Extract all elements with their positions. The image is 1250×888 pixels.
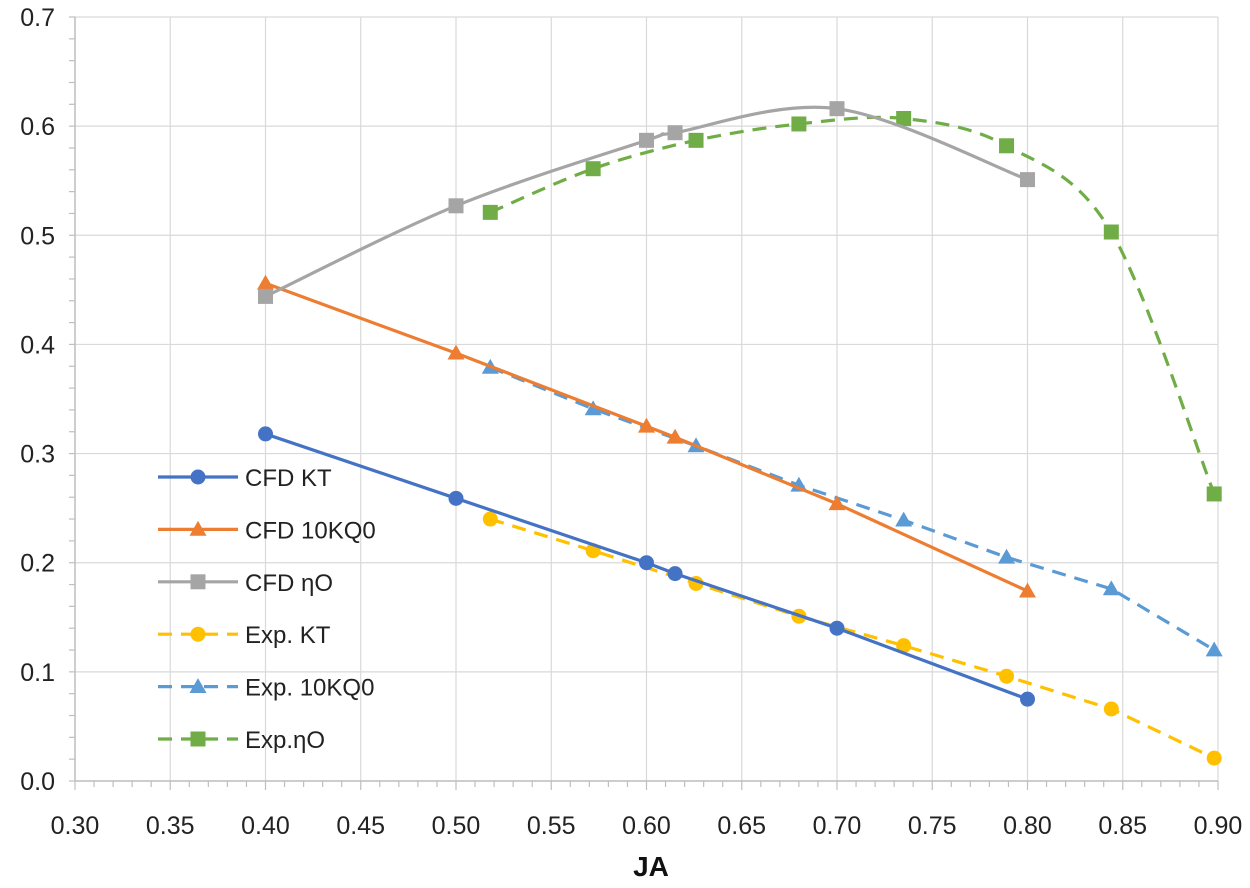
series-line bbox=[264, 432, 1029, 701]
x-tick-label: 0.80 bbox=[1003, 812, 1052, 840]
series-cfd-o bbox=[258, 101, 1035, 304]
data-point bbox=[1020, 172, 1035, 188]
x-tick-label: 0.90 bbox=[1194, 812, 1243, 840]
data-point bbox=[1102, 580, 1120, 596]
x-tick-label: 0.60 bbox=[622, 812, 671, 840]
data-point bbox=[585, 161, 601, 177]
legend-label: CFD ηO bbox=[245, 570, 333, 597]
data-point bbox=[584, 400, 602, 416]
y-tick-label: 0.3 bbox=[20, 441, 55, 469]
data-point bbox=[896, 111, 912, 127]
legend-label: CFD KT bbox=[245, 465, 332, 492]
data-point bbox=[482, 511, 498, 527]
legend-marker bbox=[190, 469, 206, 485]
data-point bbox=[258, 426, 273, 442]
data-point bbox=[1205, 641, 1223, 657]
data-point bbox=[639, 132, 654, 148]
data-point bbox=[1206, 486, 1222, 502]
x-tick-label: 0.35 bbox=[146, 812, 195, 840]
data-point bbox=[667, 566, 683, 582]
x-tick-label: 0.45 bbox=[336, 812, 385, 840]
data-point bbox=[667, 125, 683, 141]
data-point bbox=[829, 101, 845, 117]
data-point bbox=[447, 344, 465, 360]
y-tick-label: 0.7 bbox=[20, 4, 55, 32]
data-point bbox=[638, 417, 655, 433]
data-point bbox=[829, 620, 845, 636]
data-point bbox=[1206, 750, 1222, 766]
y-tick-label: 0.5 bbox=[20, 222, 55, 250]
x-tick-label: 0.65 bbox=[717, 812, 766, 840]
x-axis-title: JA bbox=[633, 851, 669, 882]
gridlines bbox=[74, 16, 1219, 782]
data-point bbox=[688, 132, 704, 148]
series-line bbox=[489, 517, 1215, 760]
x-tick-label: 0.55 bbox=[527, 812, 576, 840]
x-tick-label: 0.50 bbox=[432, 812, 481, 840]
legend-entry: Exp.ηO bbox=[158, 727, 325, 754]
data-point bbox=[1019, 582, 1036, 598]
series-cfd-10kq0 bbox=[257, 274, 1036, 598]
y-tick-label: 0.1 bbox=[20, 659, 55, 687]
legend-marker bbox=[189, 520, 207, 536]
legend-marker bbox=[190, 626, 206, 642]
series-line bbox=[489, 115, 1216, 495]
data-point bbox=[1103, 224, 1119, 240]
legend-label: Exp.ηO bbox=[245, 727, 325, 754]
series-exp-o bbox=[482, 111, 1222, 502]
legend: CFD KT CFD 10KQ0 CFD ηO Exp. KT Exp. 10KQ0 Ex… bbox=[145, 452, 435, 767]
data-point bbox=[998, 548, 1016, 564]
data-point bbox=[1020, 691, 1035, 707]
data-point bbox=[639, 555, 654, 571]
data-point bbox=[257, 274, 274, 290]
series-line bbox=[264, 105, 1029, 298]
data-point bbox=[258, 288, 273, 304]
data-point bbox=[666, 428, 684, 444]
data-point bbox=[448, 490, 464, 506]
axes: 0.30 0.35 0.40 0.45 0.50 0.55 0.60 0.65 0.70 0.75… bbox=[20, 4, 1242, 840]
legend-marker bbox=[190, 574, 206, 590]
x-tick-label: 0.75 bbox=[908, 812, 957, 840]
x-tick-label: 0.85 bbox=[1098, 812, 1147, 840]
y-tick-label: 0.0 bbox=[20, 768, 55, 796]
legend-label: CFD 10KQ0 bbox=[245, 517, 376, 544]
y-tick-label: 0.4 bbox=[20, 331, 55, 359]
legend-label: Exp. KT bbox=[245, 622, 331, 649]
legend-marker bbox=[190, 731, 206, 747]
series-line bbox=[264, 281, 1029, 593]
legend-entry: Exp. KT bbox=[158, 622, 331, 649]
data-point bbox=[895, 511, 913, 527]
data-point bbox=[448, 198, 464, 214]
data-point bbox=[1103, 701, 1119, 717]
data-point bbox=[999, 138, 1015, 154]
y-tick-label: 0.6 bbox=[20, 113, 55, 141]
data-point bbox=[482, 204, 498, 220]
legend-entry: CFD KT bbox=[158, 465, 332, 492]
y-tick-label: 0.2 bbox=[20, 550, 55, 578]
series-group bbox=[257, 101, 1223, 766]
series-cfd-kt bbox=[258, 426, 1035, 707]
data-point bbox=[828, 495, 846, 511]
legend-marker bbox=[189, 678, 207, 693]
x-tick-label: 0.30 bbox=[51, 812, 100, 840]
data-point bbox=[896, 638, 912, 654]
data-point bbox=[791, 116, 807, 132]
data-point bbox=[999, 668, 1015, 684]
x-tick-label: 0.40 bbox=[241, 812, 290, 840]
legend-box bbox=[145, 452, 435, 767]
legend-entry: Exp. 10KQ0 bbox=[158, 675, 374, 702]
legend-entry: CFD 10KQ0 bbox=[158, 517, 376, 544]
x-tick-label: 0.70 bbox=[813, 812, 862, 840]
legend-label: Exp. 10KQ0 bbox=[245, 675, 374, 702]
legend-entry: CFD ηO bbox=[158, 570, 333, 597]
